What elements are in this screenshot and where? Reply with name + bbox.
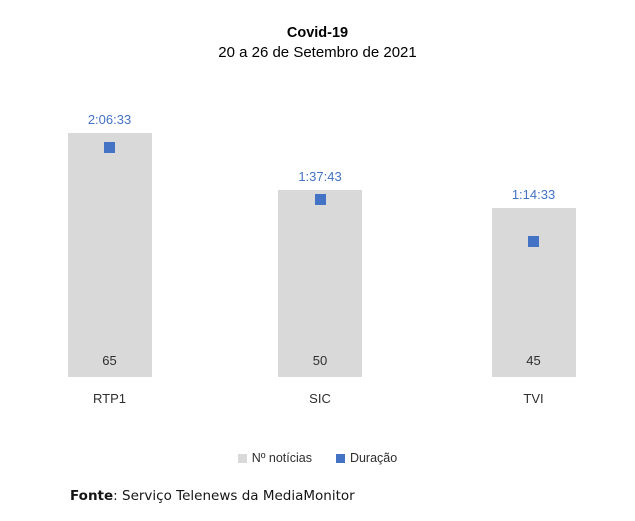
bar-value-label: 50 [312, 353, 328, 368]
legend-label-duracao: Duração [349, 451, 398, 465]
bar-group-rtp1: 2:06:33 65 RTP1 [67, 0, 152, 521]
source-label: Fonte [70, 488, 114, 504]
chart-title: Covid-19 [286, 25, 349, 41]
legend: Nº notícias Duração [0, 451, 635, 465]
legend-swatch-noticias [237, 453, 247, 463]
duration-marker-sic[interactable] [314, 193, 326, 205]
chart-subtitle: 20 a 26 de Setembro de 2021 [218, 44, 417, 61]
bar-noticias-rtp1[interactable]: 65 [67, 133, 152, 377]
legend-item-noticias[interactable]: Nº notícias [237, 451, 312, 465]
duration-data-label: 2:06:33 [87, 112, 132, 128]
duration-marker-tvi[interactable] [528, 236, 539, 248]
duration-marker-rtp1[interactable] [104, 141, 115, 153]
bar-group-tvi: 1:14:33 45 TVI [491, 0, 576, 521]
bar-noticias-tvi[interactable]: 45 [491, 208, 576, 377]
bar-group-sic: 1:37:43 50 SIC [278, 0, 362, 521]
bar-value-label: 65 [102, 353, 117, 368]
source-note: Fonte: Serviço Telenews da MediaMonitor [70, 488, 355, 504]
duration-data-label: 1:37:43 [298, 168, 342, 184]
legend-label-noticias: Nº notícias [251, 451, 312, 465]
category-label-tvi: TVI [523, 391, 544, 406]
bar-value-label: 45 [526, 353, 541, 368]
bar-noticias-sic[interactable]: 50 [278, 189, 362, 377]
duration-data-label: 1:14:33 [511, 187, 556, 203]
category-label-rtp1: RTP1 [93, 391, 126, 406]
source-text: : Serviço Telenews da MediaMonitor [113, 488, 355, 504]
legend-swatch-duracao [335, 453, 345, 463]
category-label-sic: SIC [309, 391, 331, 406]
legend-item-duracao[interactable]: Duração [335, 451, 398, 465]
